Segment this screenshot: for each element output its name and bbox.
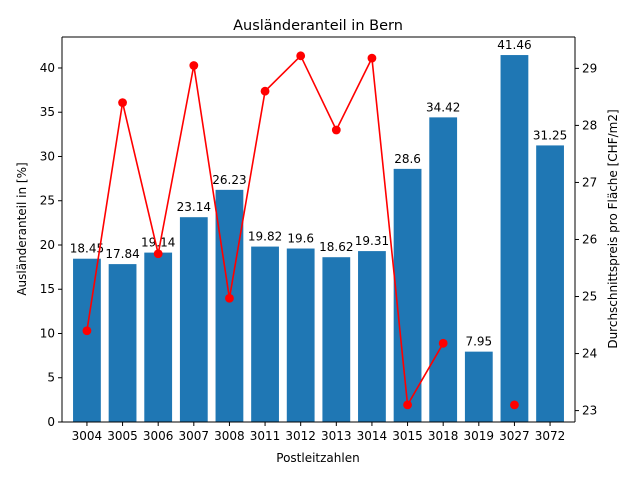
bar	[500, 55, 529, 422]
x-tick-label: 3072	[535, 429, 566, 443]
x-tick-label: 3006	[143, 429, 174, 443]
y-tick-label-left: 35	[40, 105, 55, 119]
bar-value-label: 31.25	[533, 128, 567, 142]
price-point	[153, 249, 163, 259]
y-tick-label-right: 24	[582, 347, 597, 361]
bar-value-label: 28.6	[394, 152, 421, 166]
x-tick-label: 3015	[392, 429, 423, 443]
x-tick-label: 3019	[464, 429, 495, 443]
bar	[108, 264, 137, 422]
bar-value-label: 34.42	[426, 100, 460, 114]
y-tick-label-left: 0	[47, 415, 55, 429]
price-point	[510, 400, 519, 410]
bar	[251, 246, 279, 422]
x-axis-label: Postleitzahlen	[276, 451, 359, 465]
axes-layer: 0 5 10 15 20 25 30 35 40 23 24 25 26 27 28 29 3004 3005 30…	[40, 36, 597, 443]
bar-value-label: 26.23	[212, 173, 246, 187]
bar	[464, 351, 493, 422]
bar	[144, 252, 173, 422]
x-tick-label: 3013	[321, 429, 352, 443]
bar	[358, 251, 386, 422]
y-tick-label-right: 28	[582, 118, 597, 132]
bar-value-label: 19.6	[287, 232, 314, 246]
y-tick-label-right: 27	[582, 175, 597, 189]
price-point	[118, 98, 127, 107]
y-tick-label-right: 25	[582, 290, 597, 304]
bar-value-label: 19.14	[141, 236, 175, 250]
price-point	[296, 51, 306, 61]
price-point	[367, 53, 377, 63]
bar-value-label: 19.82	[248, 230, 282, 244]
bar	[179, 217, 208, 422]
price-point	[438, 338, 448, 348]
x-tick-label: 3011	[250, 429, 281, 443]
y-tick-label-left: 20	[40, 238, 55, 252]
y-axis-label: Ausländeranteil in [%]	[15, 162, 29, 295]
bar	[73, 258, 101, 422]
bar-value-label: 19.31	[355, 234, 389, 248]
x-tick-label: 3004	[72, 429, 103, 443]
bar	[393, 168, 422, 422]
x-tick-label: 3007	[179, 429, 210, 443]
x-tick-label: 3008	[214, 429, 245, 443]
bar-value-label: 17.84	[105, 247, 139, 261]
y-tick-label-left: 10	[40, 326, 55, 340]
x-tick-label: 3012	[285, 429, 316, 443]
x-tick-label: 3027	[499, 429, 530, 443]
x-tick-label: 3018	[428, 429, 459, 443]
bar	[429, 117, 458, 422]
price-point	[331, 125, 341, 135]
price-point	[82, 326, 92, 336]
bar-value-label: 18.62	[319, 240, 353, 254]
y-tick-label-right: 29	[582, 61, 597, 75]
y-tick-label-right: 26	[582, 232, 597, 246]
bar	[215, 189, 244, 422]
bar-value-label: 18.45	[70, 242, 104, 256]
price-point	[260, 86, 270, 96]
price-point	[189, 61, 199, 70]
x-tick-label: 3014	[357, 429, 388, 443]
y-tick-label-left: 15	[40, 282, 55, 296]
bar-value-label: 23.14	[177, 200, 211, 214]
price-point	[403, 400, 412, 410]
chart-title: Ausländeranteil in Bern	[233, 18, 403, 34]
bar	[286, 248, 315, 422]
line-layer	[82, 51, 519, 410]
y-axis-right-label: Durchschnittspreis pro Fläche [CHF/m2]	[606, 109, 620, 348]
x-tick-label: 3005	[107, 429, 138, 443]
y-tick-label-left: 30	[40, 149, 55, 163]
bar-value-label: 7.95	[465, 335, 492, 349]
bar-value-label: 41.46	[497, 38, 531, 52]
y-tick-label-left: 40	[40, 61, 55, 75]
y-tick-label-left: 25	[40, 194, 55, 208]
y-tick-label-left: 5	[47, 371, 55, 385]
y-tick-label-right: 23	[582, 404, 597, 418]
bar	[536, 145, 564, 422]
bar	[322, 257, 351, 422]
price-point	[225, 293, 234, 303]
